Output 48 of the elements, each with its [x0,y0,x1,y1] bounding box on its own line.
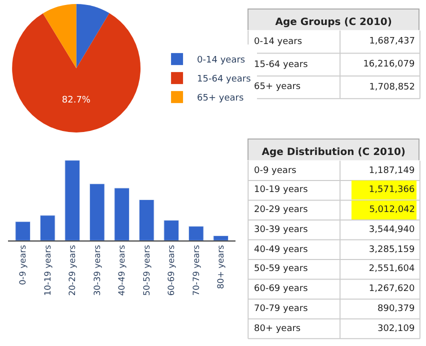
data-label: 1,571,366 [368,185,415,195]
data-label: 1,267,620 [368,284,415,294]
data-label: 1,708,852 [369,82,415,92]
data-label: 890,379 [378,304,415,314]
bar [15,221,31,241]
category-label: 65+ years [254,82,301,92]
category-label: 0-9 years [254,166,297,176]
text: Age Distribution (C 2010) [262,147,406,158]
data-label: 2,551,604 [368,264,415,274]
x-tick-label: 20-29 years [68,244,78,296]
pie-slice [42,4,76,68]
x-tick-label: 60-69 years [167,244,178,296]
bar [40,215,56,241]
x-tick-label: 30-39 years [92,244,103,296]
data-label: 82.7% [62,95,91,106]
bar [89,184,105,241]
bar [164,220,180,241]
data-label: 3,285,159 [368,245,415,255]
bar [138,199,154,241]
legend-label: 15-64 years [197,74,252,85]
category-label: 20-29 years [254,205,308,215]
legend-label: 0-14 years [197,56,246,66]
x-tick-label: 0-9 years [18,244,29,285]
x-tick-label: 50-59 years [142,244,152,296]
category-label: 70-79 years [254,304,308,314]
category-label: 10-19 years [254,185,308,195]
category-label: 80+ years [254,324,301,334]
category-label: 30-39 years [254,225,308,235]
pie-slice [12,13,141,132]
data-label: 16,216,079 [363,60,415,70]
data-label: 3,544,940 [368,225,415,235]
pie-slice [76,4,110,68]
text: Age Groups (C 2010) [275,17,392,28]
x-tick-label: 10-19 years [43,244,54,296]
data-label: 1,187,149 [368,166,415,176]
x-tick-label: 40-49 years [118,244,128,296]
bar [64,160,80,241]
bar [114,188,130,241]
x-tick-label: 80+ years [216,244,227,290]
category-label: 0-14 years [254,37,302,47]
legend-label: 65+ years [197,94,244,104]
bar [213,236,229,241]
x-tick-label: 70-79 years [192,244,202,296]
bar [188,226,204,241]
data-label: 5,012,042 [369,205,415,215]
data-label: 1,687,437 [369,36,415,46]
data-label: 302,109 [378,324,415,334]
category-label: 15-64 years [254,60,308,70]
